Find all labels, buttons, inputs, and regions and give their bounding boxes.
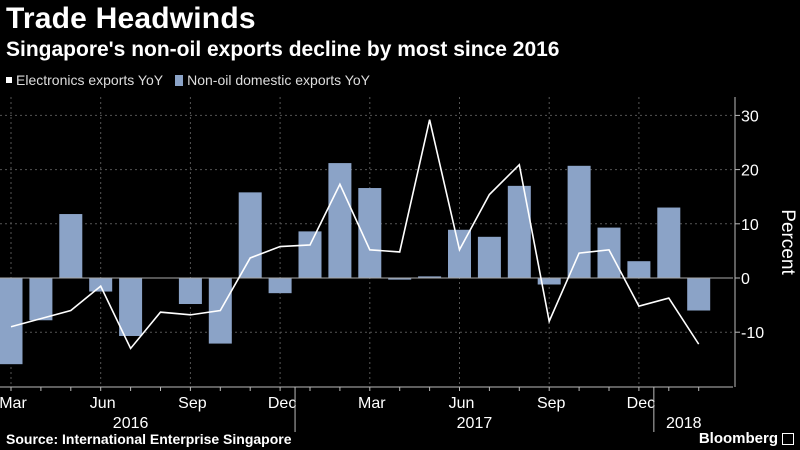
brand-name: Bloomberg: [698, 430, 778, 447]
bar: [388, 278, 412, 280]
x-tick-label: Jun: [90, 395, 116, 412]
legend-item-bar: Non-oil domestic exports YoY: [175, 72, 370, 88]
year-label: 2017: [457, 415, 493, 432]
x-tick-label: Mar: [0, 395, 27, 412]
year-label: 2016: [113, 415, 149, 432]
bar: [268, 278, 292, 294]
bar-swatch-icon: [175, 74, 184, 86]
legend-bar-label: Non-oil domestic exports YoY: [187, 72, 370, 88]
y-tick-label: 30: [741, 108, 759, 125]
x-tick-label: Dec: [627, 395, 655, 412]
x-tick-label: Sep: [537, 395, 566, 412]
x-tick-label: Jun: [449, 395, 475, 412]
bar: [0, 278, 23, 365]
bar: [507, 185, 531, 278]
legend-item-line: Electronics exports YoY: [6, 72, 163, 88]
bar: [477, 236, 501, 278]
bar: [59, 214, 83, 278]
year-label: 2018: [666, 415, 702, 432]
bar: [328, 163, 352, 278]
bar: [298, 231, 322, 278]
bar: [358, 188, 382, 278]
y-axis-label: Percent: [777, 209, 798, 275]
bar: [627, 261, 651, 278]
bar: [89, 278, 113, 292]
legend: Electronics exports YoY Non-oil domestic…: [6, 72, 382, 88]
line-swatch-icon: [6, 77, 12, 83]
line-series: [10, 119, 700, 350]
x-tick-label: Sep: [178, 395, 207, 412]
bar: [597, 227, 621, 278]
bar: [567, 165, 591, 278]
chart-title: Trade Headwinds: [6, 2, 256, 35]
bar: [657, 207, 681, 278]
y-tick-label: -10: [741, 325, 764, 342]
bar: [119, 278, 143, 336]
bar: [238, 192, 262, 278]
brand-logo: Bloomberg: [699, 430, 794, 447]
y-tick-label: 20: [741, 163, 759, 180]
bar: [29, 278, 53, 321]
bloomberg-square-icon: [782, 432, 794, 445]
bar: [687, 278, 711, 311]
bar: [448, 229, 471, 278]
source-note: Source: International Enterprise Singapo…: [6, 431, 292, 447]
legend-line-label: Electronics exports YoY: [16, 72, 164, 88]
bar: [537, 278, 561, 285]
x-tick-label: Dec: [268, 395, 296, 412]
bar: [178, 278, 202, 305]
y-tick-label: 10: [741, 217, 759, 234]
bar: [418, 276, 442, 278]
chart-subtitle: Singapore's non-oil exports decline by m…: [6, 38, 560, 61]
x-tick-label: Mar: [358, 395, 386, 412]
y-tick-label: 0: [741, 271, 750, 288]
